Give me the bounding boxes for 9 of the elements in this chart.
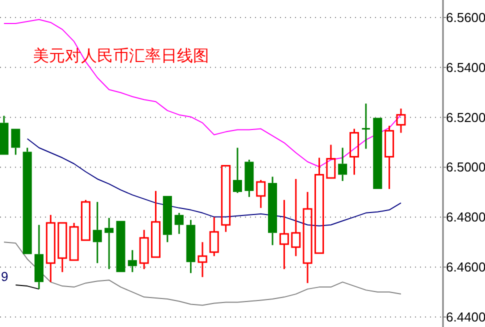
y-tick-label: 6.4800 xyxy=(446,210,485,225)
y-tick-label: 6.5000 xyxy=(446,160,485,175)
y-tick-label: 6.5200 xyxy=(446,110,485,125)
y-tick-label: 6.5400 xyxy=(446,60,485,75)
y-tick-label: 6.5600 xyxy=(446,10,485,25)
y-tick-label: 6.4400 xyxy=(446,310,485,325)
y-tick-label: 6.4600 xyxy=(446,260,485,275)
annotation: 9 xyxy=(1,269,8,284)
title: 美元对人民币汇率日线图 xyxy=(33,46,209,65)
